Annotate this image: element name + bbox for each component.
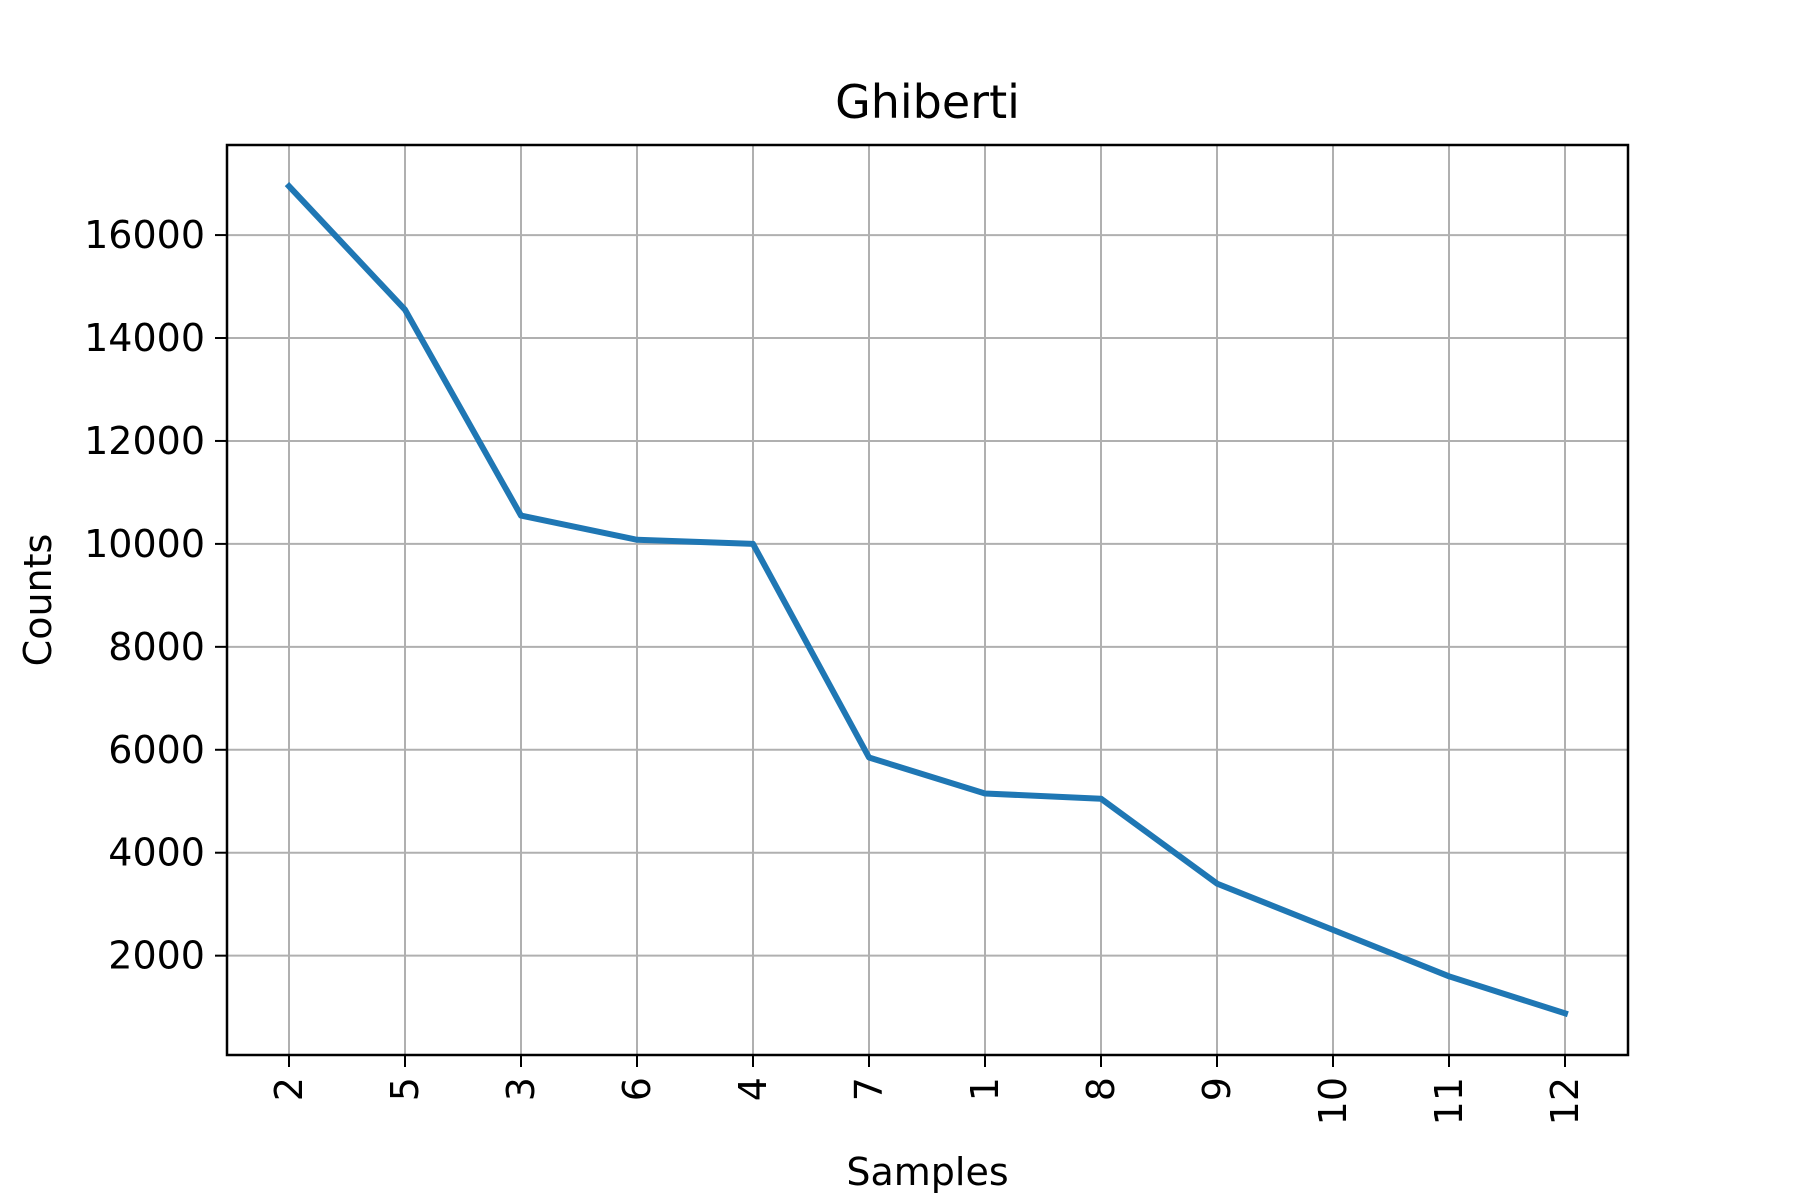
x-tick-label: 11 [1427,1077,1471,1125]
x-axis-ticks: 2 5 3 6 4 7 1 8 9 10 11 12 [267,1055,1587,1125]
x-tick-label: 7 [847,1077,891,1101]
x-tick-label: 3 [499,1077,543,1101]
x-tick-label: 2 [267,1077,311,1101]
y-tick-label: 10000 [84,522,205,566]
series-line [284,181,1569,1018]
y-tick-label: 8000 [108,625,205,669]
y-tick-label: 2000 [108,934,205,978]
y-axis-label: Counts [16,534,60,667]
grid [227,145,1628,1055]
series-layer [284,181,1569,1018]
x-tick-label: 10 [1311,1077,1355,1125]
x-tick-label: 8 [1079,1077,1123,1101]
x-tick-label: 12 [1543,1077,1587,1125]
x-tick-label: 1 [963,1077,1007,1101]
y-tick-label: 14000 [84,316,205,360]
y-tick-label: 16000 [84,213,205,257]
plot-frame [225,143,1630,1057]
x-tick-label: 4 [731,1077,775,1101]
y-tick-label: 4000 [108,831,205,875]
x-axis-label: Samples [846,1150,1008,1194]
x-tick-label: 5 [383,1077,427,1101]
x-tick-label: 6 [615,1077,659,1101]
y-tick-label: 12000 [84,419,205,463]
chart-title: Ghiberti [835,75,1020,129]
x-tick-label: 9 [1195,1077,1239,1101]
y-axis-ticks: 2000 4000 6000 8000 10000 12000 14000 16000 [84,213,227,978]
y-tick-label: 6000 [108,728,205,772]
